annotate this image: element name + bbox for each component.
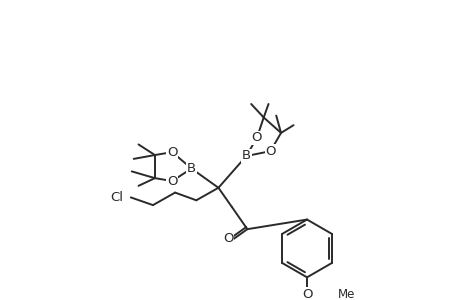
Text: B: B [241, 149, 251, 163]
Text: O: O [251, 131, 262, 144]
Text: Me: Me [337, 288, 354, 300]
Text: O: O [222, 232, 233, 245]
Text: O: O [167, 146, 177, 159]
Text: O: O [167, 175, 177, 188]
Text: O: O [301, 288, 312, 300]
Text: B: B [186, 162, 196, 175]
Text: O: O [265, 145, 275, 158]
Text: Cl: Cl [110, 191, 123, 204]
